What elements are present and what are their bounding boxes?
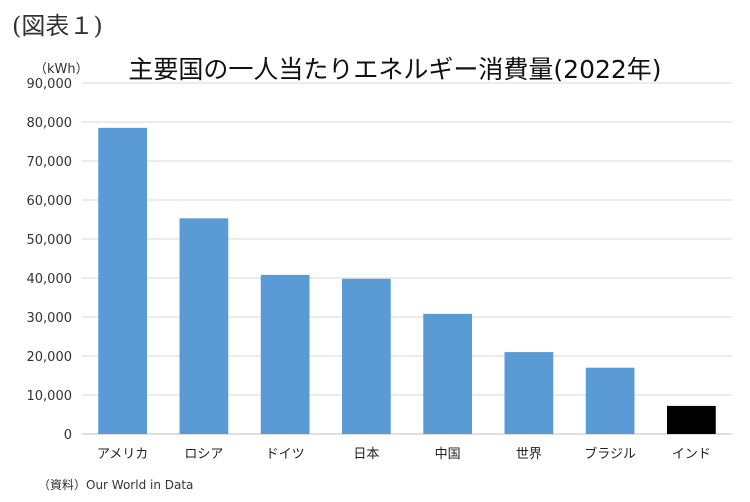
bar-8 xyxy=(667,405,716,434)
bar-7 xyxy=(585,367,635,434)
y-tick-label: 0 xyxy=(64,428,72,443)
category-label: ドイツ xyxy=(266,447,305,462)
y-tick-label: 50,000 xyxy=(27,233,73,248)
bar-2 xyxy=(179,218,229,434)
y-tick-label: 30,000 xyxy=(27,311,73,326)
y-tick-label: 60,000 xyxy=(27,194,73,209)
figure-label: (図表１) xyxy=(12,12,103,40)
y-tick-label: 70,000 xyxy=(27,155,73,170)
category-label: インド xyxy=(672,447,711,462)
y-tick-label: 20,000 xyxy=(27,350,73,365)
unit-label: （kWh） xyxy=(34,62,89,77)
category-label: 中国 xyxy=(435,447,461,462)
bar-3 xyxy=(260,274,310,434)
bar-4 xyxy=(342,278,391,434)
bar-1 xyxy=(98,127,147,434)
y-tick-label: 10,000 xyxy=(27,389,73,404)
category-label: 日本 xyxy=(353,447,379,462)
bar-6 xyxy=(504,352,554,434)
y-tick-label: 80,000 xyxy=(27,116,73,131)
chart-title: 主要国の一人当たりエネルギー消費量(2022年) xyxy=(128,55,662,84)
bar-5 xyxy=(423,313,472,434)
category-label: ロシア xyxy=(184,447,223,462)
y-tick-label: 40,000 xyxy=(27,272,73,287)
category-label: 世界 xyxy=(516,447,542,462)
source-note: （資料）Our World in Data xyxy=(38,478,194,492)
category-label: ブラジル xyxy=(584,446,636,462)
category-label: アメリカ xyxy=(97,447,148,462)
y-tick-label: 90,000 xyxy=(27,77,73,92)
